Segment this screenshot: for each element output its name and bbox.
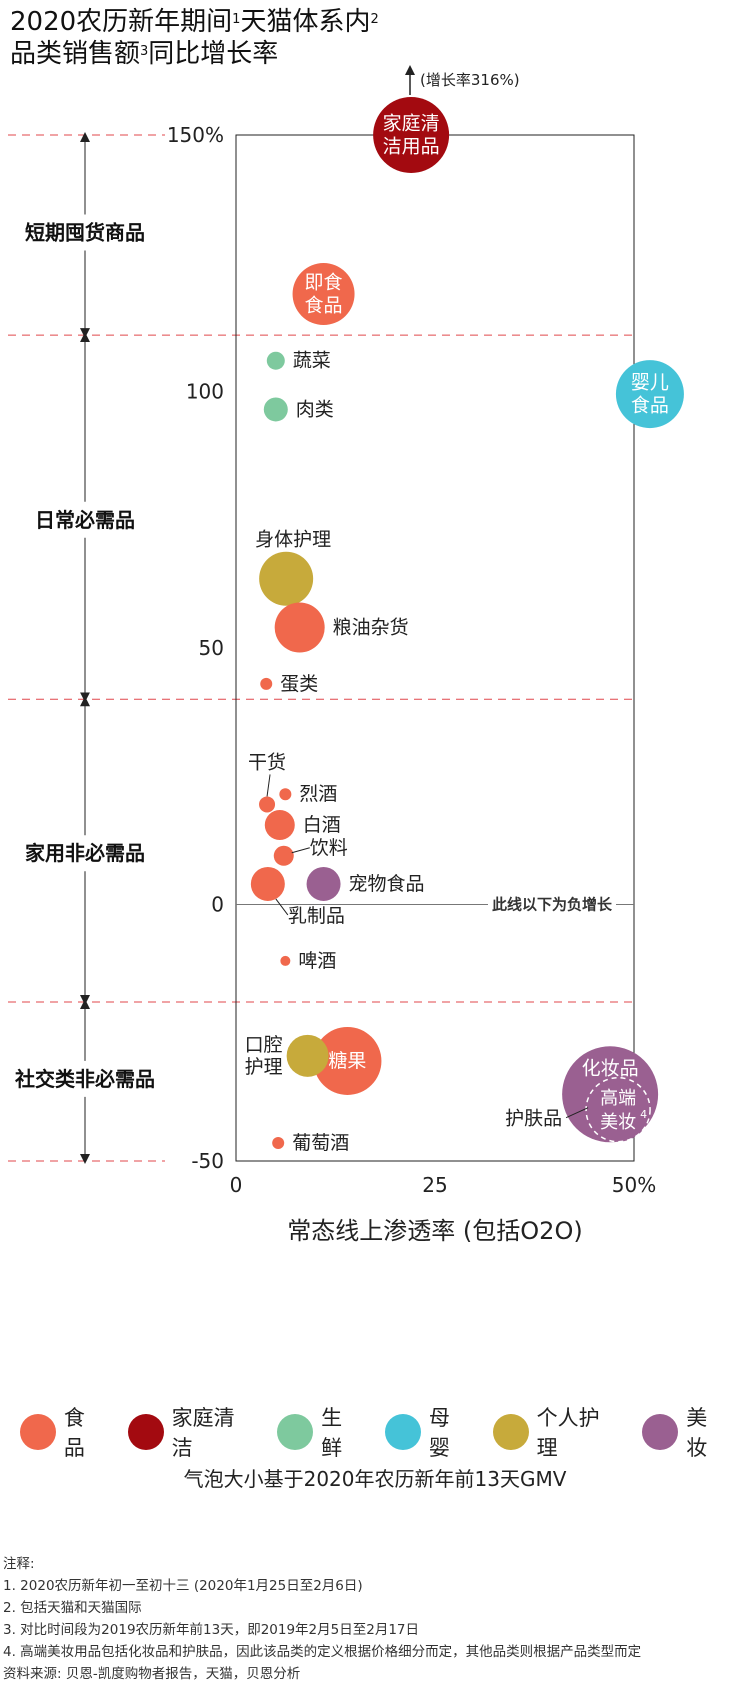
legend-item-care: 个人护理 [492, 1402, 621, 1462]
bubble-白酒 [264, 809, 295, 840]
x-tick-label: 0 [230, 1173, 243, 1197]
leader-line [275, 898, 289, 916]
bubble-label-蛋类: 蛋类 [280, 673, 318, 695]
legend-label: 美妆 [686, 1406, 708, 1460]
bubble-糖果 [313, 1026, 382, 1095]
bubble-label-葡萄酒: 葡萄酒 [292, 1132, 349, 1154]
legend-label: 家庭清洁 [171, 1406, 235, 1460]
bubble-label-饮料: 饮料 [310, 837, 348, 859]
title-line-2: 品类销售额3同比增长率 [10, 39, 279, 69]
chart-title: 2020农历新年期间1天猫体系内2 品类销售额3同比增长率 [10, 6, 379, 70]
footnote-1: 1. 2020农历新年初一至初十三 (2020年1月25日至2月6日) [3, 1578, 363, 1594]
x-tick-label: 25 [422, 1173, 447, 1197]
bubble-label-即食食品: 即食 [305, 272, 343, 294]
leader-line [291, 847, 310, 854]
bubble-label-家庭清洁用品: 洁用品 [383, 136, 440, 158]
bubble-label-婴儿食品: 婴儿 [631, 372, 669, 394]
legend-item-baby: 母婴 [385, 1402, 471, 1462]
legend-swatch [492, 1414, 529, 1450]
legend-item-clean: 家庭清洁 [127, 1402, 256, 1462]
segment-label: 家用非必需品 [25, 841, 145, 865]
bubble-蛋类 [260, 677, 273, 690]
bubble-label-烈酒: 烈酒 [299, 783, 337, 805]
legend-swatch [277, 1414, 314, 1450]
segment-label: 日常必需品 [35, 508, 135, 532]
bubble-label-身体护理: 身体护理 [255, 529, 331, 551]
bubble-label-糖果: 糖果 [328, 1050, 366, 1072]
x-axis-label: 常态线上渗透率 (包括O2O) [287, 1217, 582, 1245]
bubble-label-即食食品: 食品 [305, 295, 343, 317]
bubble-粮油杂货 [274, 602, 325, 653]
bubble-蔬菜 [266, 351, 285, 370]
legend-swatch [642, 1414, 679, 1450]
footnote-2: 2. 包括天猫和天猫国际 [3, 1600, 142, 1616]
legend-item-beauty: 美妆 [642, 1402, 728, 1462]
bubble-label-口腔护理: 口腔 [245, 1034, 283, 1056]
bubble-肉类 [263, 397, 288, 422]
legend-label: 个人护理 [536, 1406, 600, 1460]
bubble-label-肉类: 肉类 [296, 398, 334, 420]
y-tick-label: -50 [191, 1149, 224, 1173]
bubble-干货 [259, 796, 276, 813]
bubble-label-宠物食品: 宠物食品 [349, 873, 425, 895]
bubble-即食食品 [292, 263, 355, 326]
bubble-口腔护理 [286, 1034, 329, 1077]
y-tick-label: 0 [211, 893, 224, 917]
legend-item-food: 食品 [20, 1402, 106, 1462]
bubble-家庭清洁用品 [373, 97, 450, 173]
bubble-婴儿食品 [615, 360, 684, 429]
skin-care-label: 护肤品 [505, 1108, 562, 1130]
bubble-label-婴儿食品: 食品 [631, 395, 669, 417]
y-tick-label: 150% [167, 123, 224, 147]
zero-line-label: 此线以下为负增长 [492, 896, 613, 914]
bubble-label-蔬菜: 蔬菜 [293, 350, 331, 372]
legend-swatch [385, 1414, 421, 1450]
bubble-label-乳制品: 乳制品 [288, 905, 345, 927]
bubble-饮料 [273, 845, 294, 866]
bubble-label-家庭清洁用品: 家庭清 [383, 113, 440, 135]
bubble-size-note: 气泡大小基于2020年农历新年前13天GMV [183, 1467, 567, 1491]
footnotes: 注释: 1. 2020农历新年初一至初十三 (2020年1月25日至2月6日) … [3, 1553, 641, 1685]
leader-line [266, 774, 271, 797]
footnote-4: 4. 高端美妆用品包括化妆品和护肤品，因此该品类的定义根据价格细分而定，其他品类… [3, 1644, 642, 1660]
segment-label: 社交类非必需品 [14, 1067, 155, 1091]
footnote-heading: 注释: [3, 1556, 35, 1572]
y-tick-label: 100 [186, 380, 224, 404]
overflow-note: (增长率316%) [420, 71, 520, 89]
legend-item-fresh: 生鲜 [277, 1402, 363, 1462]
bubble-label-高端美妆: 高端 [600, 1088, 636, 1109]
bubble-label-干货: 干货 [248, 751, 286, 773]
y-tick-label: 50 [199, 636, 224, 660]
footnote-marker: 4 [640, 1108, 647, 1121]
bubble-烈酒 [279, 788, 292, 801]
bubble-高端美妆 [585, 1076, 651, 1143]
title-line-1: 2020农历新年期间1天猫体系内2 [10, 7, 379, 37]
legend-swatch [20, 1414, 56, 1450]
bubble-label-白酒: 白酒 [303, 814, 341, 836]
segment-label: 短期囤货商品 [25, 220, 145, 244]
bubble-葡萄酒 [272, 1137, 285, 1150]
bubble-label-化妆品: 化妆品 [582, 1057, 639, 1079]
legend: 食品 家庭清洁 生鲜 母婴 个人护理 美妆 [20, 1402, 750, 1462]
source-note: 资料来源: 贝恩-凯度购物者报告，天猫，贝恩分析 [3, 1666, 301, 1682]
footnote-3: 3. 对比时间段为2019农历新年前13天，即2019年2月5日至2月17日 [3, 1622, 420, 1638]
bubble-label-口腔护理: 护理 [245, 1056, 283, 1078]
bubble-啤酒 [280, 955, 291, 966]
bubble-label-高端美妆: 美妆 [600, 1112, 636, 1133]
legend-label: 食品 [63, 1406, 85, 1460]
bubble-宠物食品 [306, 866, 341, 901]
legend-swatch [127, 1414, 164, 1450]
zero-line-label-bg [488, 892, 616, 917]
leader-line [565, 1107, 589, 1119]
legend-label: 生鲜 [321, 1406, 343, 1460]
bubble-label-粮油杂货: 粮油杂货 [333, 616, 409, 638]
bubble-label-啤酒: 啤酒 [298, 950, 336, 972]
x-tick-label: 50% [612, 1173, 656, 1197]
bubble-乳制品 [250, 866, 285, 901]
legend-label: 母婴 [428, 1406, 450, 1460]
bubble-身体护理 [259, 551, 314, 606]
